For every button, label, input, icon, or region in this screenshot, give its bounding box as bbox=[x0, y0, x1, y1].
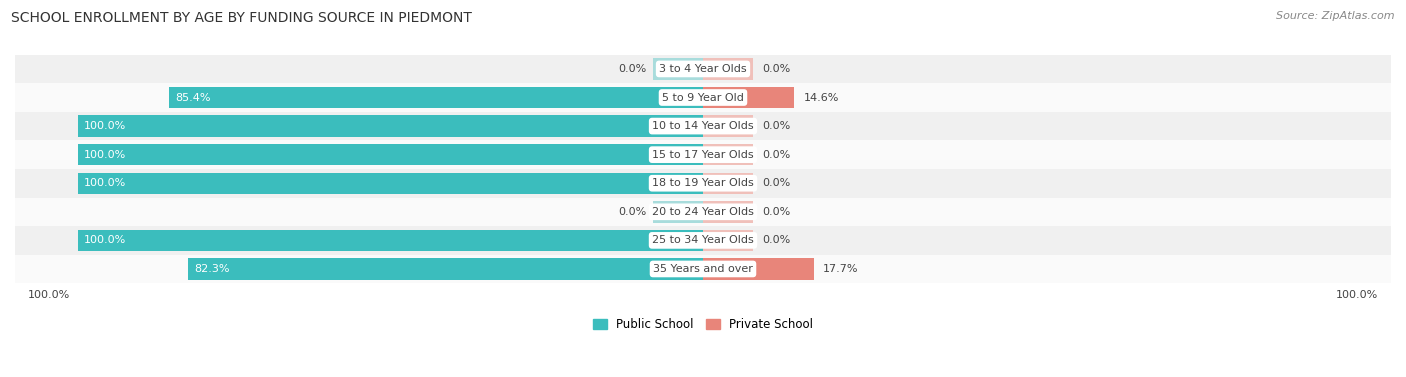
Bar bbox=[703, 115, 754, 137]
Bar bbox=[15, 112, 1391, 140]
Bar bbox=[15, 198, 1391, 226]
Text: 15 to 17 Year Olds: 15 to 17 Year Olds bbox=[652, 150, 754, 159]
Text: 100.0%: 100.0% bbox=[84, 121, 127, 131]
Bar bbox=[77, 115, 703, 137]
Text: 14.6%: 14.6% bbox=[804, 92, 839, 103]
Bar bbox=[169, 87, 703, 108]
Text: 0.0%: 0.0% bbox=[619, 207, 647, 217]
Bar bbox=[15, 226, 1391, 255]
Text: 18 to 19 Year Olds: 18 to 19 Year Olds bbox=[652, 178, 754, 188]
Text: 35 Years and over: 35 Years and over bbox=[652, 264, 754, 274]
Text: 5 to 9 Year Old: 5 to 9 Year Old bbox=[662, 92, 744, 103]
Bar bbox=[703, 230, 754, 251]
Text: 0.0%: 0.0% bbox=[762, 207, 790, 217]
Text: 0.0%: 0.0% bbox=[762, 235, 790, 245]
Text: 0.0%: 0.0% bbox=[762, 64, 790, 74]
Bar bbox=[77, 173, 703, 194]
Bar bbox=[703, 201, 754, 222]
Text: 100.0%: 100.0% bbox=[1336, 290, 1378, 300]
Bar bbox=[188, 258, 703, 280]
Bar bbox=[15, 169, 1391, 198]
Bar bbox=[15, 140, 1391, 169]
Bar bbox=[77, 230, 703, 251]
Text: 100.0%: 100.0% bbox=[28, 290, 70, 300]
Bar bbox=[15, 55, 1391, 83]
Text: 100.0%: 100.0% bbox=[84, 150, 127, 159]
Text: 100.0%: 100.0% bbox=[84, 178, 127, 188]
Bar bbox=[703, 173, 754, 194]
Text: 20 to 24 Year Olds: 20 to 24 Year Olds bbox=[652, 207, 754, 217]
Text: 0.0%: 0.0% bbox=[762, 121, 790, 131]
Text: 25 to 34 Year Olds: 25 to 34 Year Olds bbox=[652, 235, 754, 245]
Legend: Public School, Private School: Public School, Private School bbox=[588, 313, 818, 336]
Bar bbox=[652, 201, 703, 222]
Bar bbox=[77, 144, 703, 166]
Bar bbox=[703, 58, 754, 80]
Bar bbox=[703, 258, 814, 280]
Text: SCHOOL ENROLLMENT BY AGE BY FUNDING SOURCE IN PIEDMONT: SCHOOL ENROLLMENT BY AGE BY FUNDING SOUR… bbox=[11, 11, 472, 25]
Text: 17.7%: 17.7% bbox=[823, 264, 859, 274]
Text: 0.0%: 0.0% bbox=[762, 150, 790, 159]
Text: 82.3%: 82.3% bbox=[194, 264, 231, 274]
Text: 0.0%: 0.0% bbox=[762, 178, 790, 188]
Bar bbox=[703, 87, 794, 108]
Bar bbox=[15, 83, 1391, 112]
Text: 0.0%: 0.0% bbox=[619, 64, 647, 74]
Bar bbox=[15, 255, 1391, 283]
Bar bbox=[703, 144, 754, 166]
Text: Source: ZipAtlas.com: Source: ZipAtlas.com bbox=[1277, 11, 1395, 21]
Text: 10 to 14 Year Olds: 10 to 14 Year Olds bbox=[652, 121, 754, 131]
Text: 100.0%: 100.0% bbox=[84, 235, 127, 245]
Text: 3 to 4 Year Olds: 3 to 4 Year Olds bbox=[659, 64, 747, 74]
Text: 85.4%: 85.4% bbox=[176, 92, 211, 103]
Bar bbox=[652, 58, 703, 80]
